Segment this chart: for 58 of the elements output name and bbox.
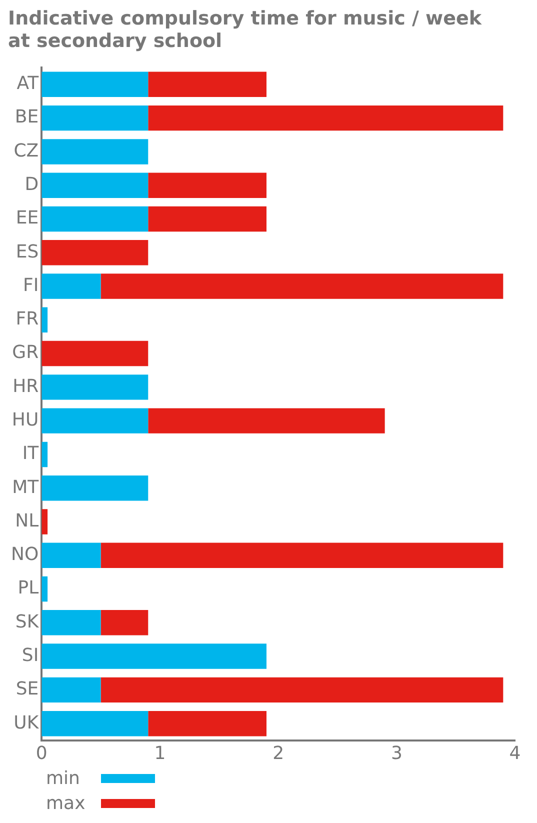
bar	[42, 644, 266, 669]
bar	[148, 408, 385, 434]
bar	[42, 475, 148, 501]
y-tick-label: ES	[16, 241, 39, 262]
bar	[100, 677, 504, 703]
y-tick-label: CZ	[14, 140, 39, 162]
bar	[148, 105, 504, 131]
bar	[148, 206, 266, 232]
y-tick-label: SE	[16, 678, 39, 700]
y-tick-label: HU	[12, 409, 39, 430]
y-tick-label: MT	[12, 476, 40, 498]
bar	[42, 710, 148, 736]
y-tick-label: NO	[10, 544, 39, 566]
y-tick-label: FR	[16, 308, 39, 330]
y-tick-label: AT	[16, 73, 40, 94]
bar	[42, 677, 101, 703]
x-tick-label: 3	[390, 742, 402, 764]
y-tick-label: SK	[15, 611, 40, 632]
y-tick-label: BE	[14, 106, 39, 128]
legend-label: min	[46, 768, 81, 789]
y-tick-label: PL	[18, 578, 39, 599]
bar	[42, 542, 101, 568]
y-tick-label: D	[24, 174, 39, 196]
y-tick-label: IT	[22, 443, 40, 464]
y-tick-label: SI	[22, 644, 39, 666]
bar	[42, 374, 148, 400]
bar	[148, 72, 266, 98]
y-tick-label: NL	[15, 510, 39, 532]
legend-label: max	[46, 793, 86, 814]
bar	[148, 172, 266, 198]
bar	[100, 542, 504, 568]
bar	[42, 576, 48, 602]
bar	[42, 610, 101, 636]
bar	[148, 710, 266, 736]
y-tick-label: GR	[12, 342, 39, 364]
bar	[42, 72, 148, 98]
bar	[42, 240, 148, 266]
y-tick-label: FI	[22, 274, 39, 296]
y-tick-label: HR	[12, 376, 39, 397]
bar	[100, 274, 504, 299]
x-tick-label: 4	[509, 742, 521, 764]
y-tick-label: UK	[14, 712, 40, 734]
y-tick-label: EE	[16, 208, 39, 229]
x-tick-label: 1	[154, 742, 166, 764]
x-tick-label: 2	[272, 742, 284, 764]
bar	[42, 340, 148, 366]
bar	[42, 408, 148, 434]
bar	[42, 139, 148, 164]
bar	[100, 610, 148, 636]
bar	[42, 307, 48, 333]
bar	[42, 509, 48, 534]
bar	[42, 442, 48, 468]
bar	[42, 172, 148, 198]
bar	[42, 274, 101, 299]
bar	[42, 206, 148, 232]
chart-title: Indicative compulsory time for music / week at secondary school	[8, 7, 482, 52]
x-tick-label: 0	[36, 742, 48, 764]
bar	[42, 105, 148, 131]
